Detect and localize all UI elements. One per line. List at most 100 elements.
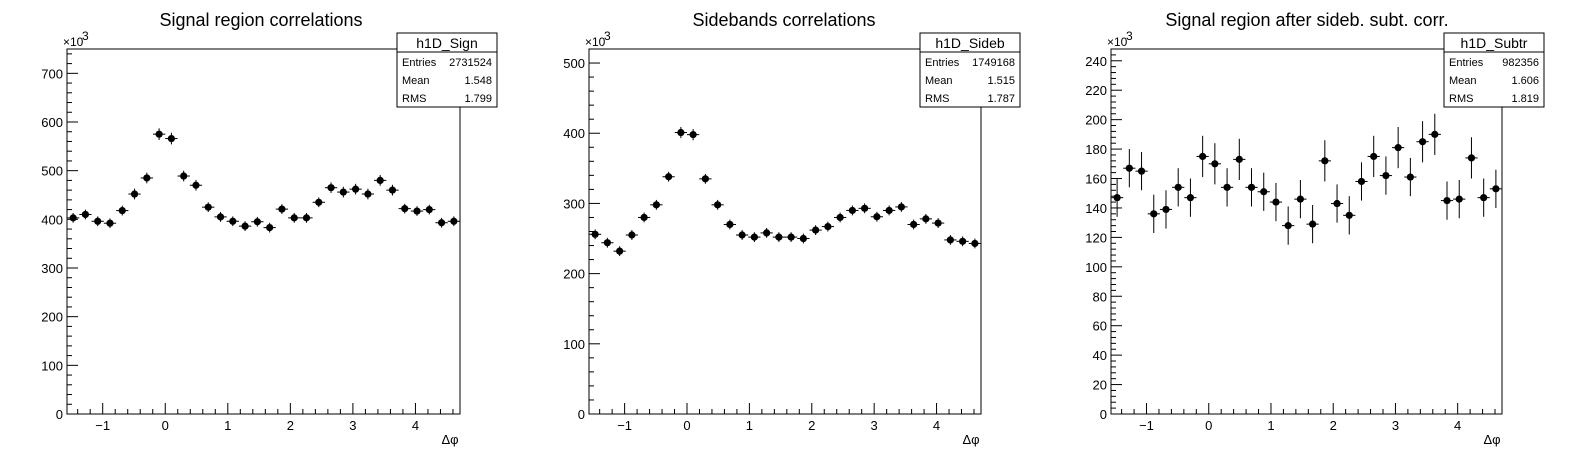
- data-point: [106, 219, 114, 227]
- y-tick-label: 0: [56, 407, 63, 422]
- data-point: [180, 172, 188, 180]
- data-point: [253, 218, 261, 226]
- stats-box: h1D_Sign Entries 2731524 Mean 1.548 RMS 1.799: [396, 32, 498, 108]
- data-point: [376, 176, 384, 184]
- data-point: [425, 206, 433, 214]
- data-point: [364, 190, 372, 198]
- data-point: [885, 206, 893, 215]
- data-point: [714, 201, 722, 209]
- stats-box: h1D_Sideb Entries 1749168 Mean 1.515 RMS 1.787: [919, 32, 1021, 108]
- data-point: [1333, 199, 1341, 208]
- data-point: [1382, 171, 1390, 180]
- stats-entries-value: 2731524: [449, 57, 492, 69]
- stats-mean-value: 1.548: [464, 75, 492, 87]
- stats-mean-label: Mean: [1449, 75, 1477, 87]
- data-point: [591, 230, 599, 238]
- data-point: [628, 231, 636, 239]
- data-point: [1162, 205, 1170, 214]
- data-point: [726, 220, 734, 229]
- data-point: [81, 210, 90, 219]
- stats-rms-value: 1.787: [987, 93, 1015, 105]
- data-point: [652, 201, 660, 209]
- data-point: [1443, 196, 1451, 205]
- data-point: [450, 217, 458, 225]
- data-point: [665, 173, 673, 181]
- data-point: [848, 206, 856, 215]
- data-point: [229, 217, 237, 225]
- data-point: [934, 219, 942, 227]
- chart-title: Signal region correlations: [159, 10, 362, 30]
- x-tick-label: 1: [224, 418, 231, 433]
- data-point: [1211, 160, 1219, 168]
- y-multiplier-label: ×10: [1107, 35, 1128, 49]
- data-point: [1186, 194, 1195, 202]
- data-point: [437, 219, 446, 227]
- x-tick-label: 4: [933, 418, 940, 433]
- y-tick-label: 400: [563, 126, 585, 141]
- x-tick-label: 0: [162, 418, 169, 433]
- y-multiplier-label: ×10: [63, 35, 84, 49]
- chart-title: Sidebands correlations: [692, 10, 875, 30]
- y-tick-label: 100: [1085, 260, 1107, 275]
- data-point: [910, 220, 918, 229]
- stats-mean-value: 1.606: [1511, 75, 1539, 87]
- x-axis-label: Δφ: [1483, 432, 1500, 447]
- data-point: [118, 206, 126, 215]
- data-point: [1137, 167, 1146, 175]
- plot-frame: [1110, 48, 1503, 415]
- stats-mean-value: 1.515: [987, 75, 1015, 87]
- data-point: [824, 222, 832, 231]
- data-point: [1113, 194, 1121, 202]
- y-tick-label: 160: [1085, 172, 1107, 187]
- chart-panel-3: Signal region after sideb. subt. corr. 0 2…: [1085, 10, 1545, 447]
- y-tick-label: 400: [41, 212, 63, 227]
- data-point: [339, 188, 347, 196]
- y-multiplier-exponent: 3: [82, 29, 89, 43]
- data-point: [401, 205, 409, 213]
- data-point: [763, 229, 771, 237]
- stats-rms-label: RMS: [402, 93, 426, 105]
- data-point: [1467, 154, 1476, 162]
- data-point: [69, 214, 77, 222]
- x-tick-label: −1: [95, 418, 110, 433]
- data-point: [799, 234, 807, 243]
- x-tick-label: 3: [349, 418, 356, 433]
- stats-histogram-name: h1D_Sign: [416, 35, 478, 51]
- y-tick-label: 240: [1085, 54, 1107, 69]
- y-tick-label: 140: [1085, 201, 1107, 216]
- data-point: [143, 174, 151, 182]
- data-point: [315, 198, 323, 206]
- stats-mean-label: Mean: [402, 75, 430, 87]
- y-tick-label: 20: [1093, 378, 1107, 393]
- stats-entries-label: Entries: [402, 57, 437, 69]
- data-point: [192, 181, 200, 189]
- stats-entries-value: 982356: [1502, 57, 1539, 69]
- data-point: [1272, 198, 1280, 206]
- stats-box: h1D_Subtr Entries 982356 Mean 1.606 RMS 1.819: [1443, 32, 1545, 108]
- stats-rms-value: 1.819: [1511, 93, 1539, 105]
- data-point: [1480, 194, 1488, 202]
- data-point: [1247, 183, 1256, 191]
- chart-title: Signal region after sideb. subt. corr.: [1165, 10, 1448, 30]
- data-point: [1150, 210, 1158, 218]
- stats-rms-value: 1.799: [464, 93, 492, 105]
- x-tick-label: −1: [1139, 418, 1154, 433]
- stats-entries-value: 1749168: [972, 57, 1015, 69]
- x-tick-label: 2: [808, 418, 815, 433]
- stats-entries-label: Entries: [925, 57, 960, 69]
- data-point: [640, 213, 648, 222]
- y-tick-label: 220: [1085, 83, 1107, 98]
- data-point: [1296, 195, 1304, 203]
- x-tick-label: −1: [617, 418, 632, 433]
- data-point: [1309, 220, 1317, 228]
- x-tick-label: 1: [746, 418, 753, 433]
- data-point: [897, 203, 905, 211]
- data-point: [1431, 130, 1439, 138]
- y-tick-label: 500: [41, 164, 63, 179]
- data-point: [1174, 183, 1182, 191]
- plot-frame: [66, 48, 461, 415]
- data-point: [167, 134, 175, 143]
- stats-mean-label: Mean: [925, 75, 953, 87]
- y-multiplier-label: ×10: [585, 35, 606, 49]
